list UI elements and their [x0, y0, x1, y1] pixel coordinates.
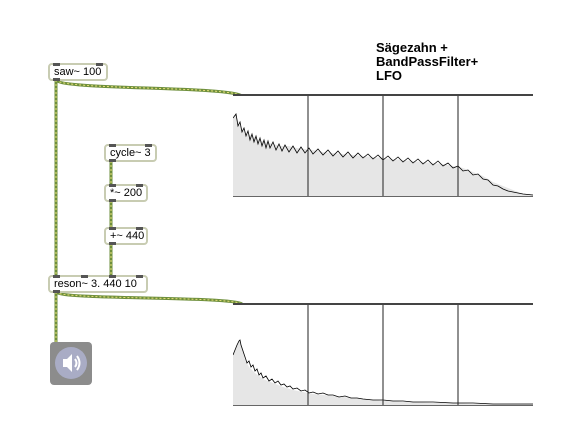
object-label: *~ 200 [110, 187, 143, 199]
spectroscope-reson[interactable] [232, 303, 533, 406]
outlet-port[interactable] [109, 159, 116, 162]
comment-line-3: LFO [376, 68, 402, 83]
ezdac-speaker-button[interactable] [50, 342, 92, 385]
multiply-object[interactable]: *~ 200 [104, 184, 148, 202]
outlet-port[interactable] [109, 242, 116, 245]
patch-comment: Sägezahn + BandPassFilter+ LFO [376, 41, 478, 83]
inlet-port[interactable] [53, 275, 60, 278]
speaker-dac-icon [55, 347, 87, 379]
inlet-port[interactable] [136, 275, 143, 278]
spectrum-display [232, 305, 533, 405]
reson-object[interactable]: reson~ 3. 440 10 [48, 275, 148, 293]
object-label: cycle~ 3 [110, 147, 151, 159]
saw-object[interactable]: saw~ 100 [48, 63, 108, 81]
add-object[interactable]: +~ 440 [104, 227, 148, 245]
spectroscope-saw[interactable] [232, 94, 534, 197]
object-label: +~ 440 [110, 230, 145, 242]
inlet-port[interactable] [136, 184, 143, 187]
inlet-port[interactable] [136, 227, 143, 230]
spectrum-display [232, 96, 534, 196]
inlet-port[interactable] [53, 63, 60, 66]
inlet-port[interactable] [109, 275, 116, 278]
comment-line-2: BandPassFilter+ [376, 54, 479, 69]
inlet-port[interactable] [145, 144, 152, 147]
object-label: saw~ 100 [54, 66, 102, 78]
comment-line-1: Sägezahn + [376, 40, 448, 55]
outlet-port[interactable] [53, 290, 60, 293]
inlet-port[interactable] [96, 63, 103, 66]
cycle-object[interactable]: cycle~ 3 [104, 144, 157, 162]
outlet-port[interactable] [53, 78, 60, 81]
inlet-port[interactable] [109, 227, 116, 230]
object-label: reson~ 3. 440 10 [54, 278, 137, 290]
inlet-port[interactable] [109, 144, 116, 147]
inlet-port[interactable] [109, 184, 116, 187]
outlet-port[interactable] [109, 199, 116, 202]
inlet-port[interactable] [81, 275, 88, 278]
